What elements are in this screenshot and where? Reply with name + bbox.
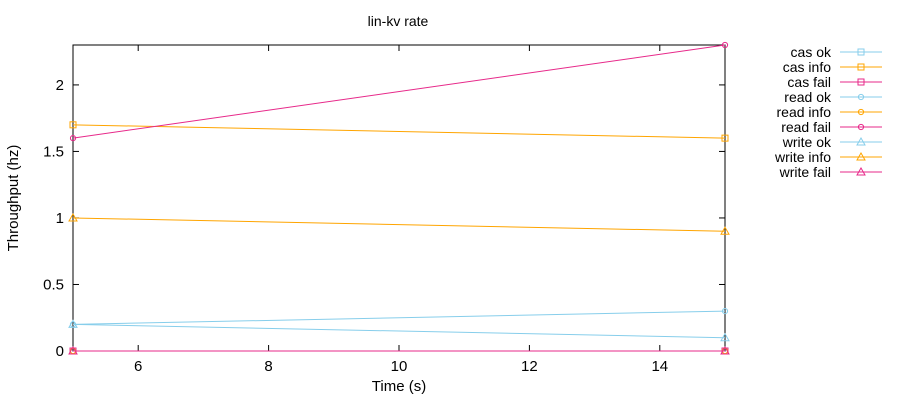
data-point-read-fail: [721, 41, 729, 49]
series-line-write-info: [72, 217, 726, 232]
legend-label-cas-info: cas info: [783, 59, 831, 75]
data-point-write-ok: [68, 319, 78, 328]
series-line-write-ok: [72, 323, 726, 339]
legend-label-write-info: write info: [774, 149, 831, 165]
data-point-read-fail: [69, 135, 77, 142]
y-tick-label: 1: [56, 210, 64, 227]
data-point-cas-info: [721, 134, 729, 142]
data-point-cas-info: [69, 121, 77, 129]
series-layer: [68, 41, 730, 355]
series-line-read-ok: [72, 310, 726, 325]
legend-marker-cas-info: [857, 63, 865, 71]
legend-label-write-ok: write ok: [782, 134, 832, 150]
x-tick-label: 14: [651, 358, 668, 375]
x-tick-label: 8: [264, 358, 272, 375]
legend-marker-cas-ok: [857, 48, 865, 56]
legend-label-write-fail: write fail: [779, 164, 831, 180]
y-tick-label: 2: [56, 77, 64, 94]
data-point-write-info: [68, 212, 78, 222]
y-tick-label: 0: [56, 343, 64, 360]
legend-marker-read-fail: [857, 123, 865, 131]
x-tick-label: 12: [521, 358, 538, 375]
x-tick-label: 10: [391, 358, 408, 375]
x-axis-title: Time (s): [372, 378, 426, 395]
data-point-write-info: [720, 226, 730, 235]
data-point-write-fail: [720, 345, 730, 355]
y-axis-title: Throughput (hz): [5, 145, 22, 252]
legend-marker-read-ok: [857, 93, 865, 101]
series-line-cas-info: [72, 124, 726, 139]
plot-frame: [72, 44, 726, 352]
x-tick-label: 6: [134, 358, 142, 375]
data-point-read-ok: [721, 307, 729, 315]
chart-title: lin-kv rate: [368, 13, 429, 29]
legend-marker-write-fail: [856, 166, 866, 176]
legend-marker-write-info: [856, 151, 866, 161]
legend-label-read-info: read info: [777, 104, 832, 120]
legend-marker-read-info: [857, 108, 865, 116]
data-point-write-ok: [720, 332, 730, 342]
legend-marker-write-ok: [856, 136, 866, 146]
data-point-write-fail: [68, 345, 78, 355]
legend-label-cas-ok: cas ok: [791, 44, 832, 60]
legend-label-cas-fail: cas fail: [787, 74, 831, 90]
y-axis: 0 0.5 1 1.5 2: [43, 77, 725, 360]
y-tick-label: 1.5: [43, 143, 64, 160]
series-line-read-fail: [72, 44, 726, 139]
legend-marker-cas-fail: [857, 78, 865, 86]
legend-label-read-ok: read ok: [784, 89, 832, 105]
x-axis: 6 8 10 12 14: [134, 45, 668, 375]
legend-label-read-fail: read fail: [781, 119, 831, 135]
y-tick-label: 0.5: [43, 276, 64, 293]
